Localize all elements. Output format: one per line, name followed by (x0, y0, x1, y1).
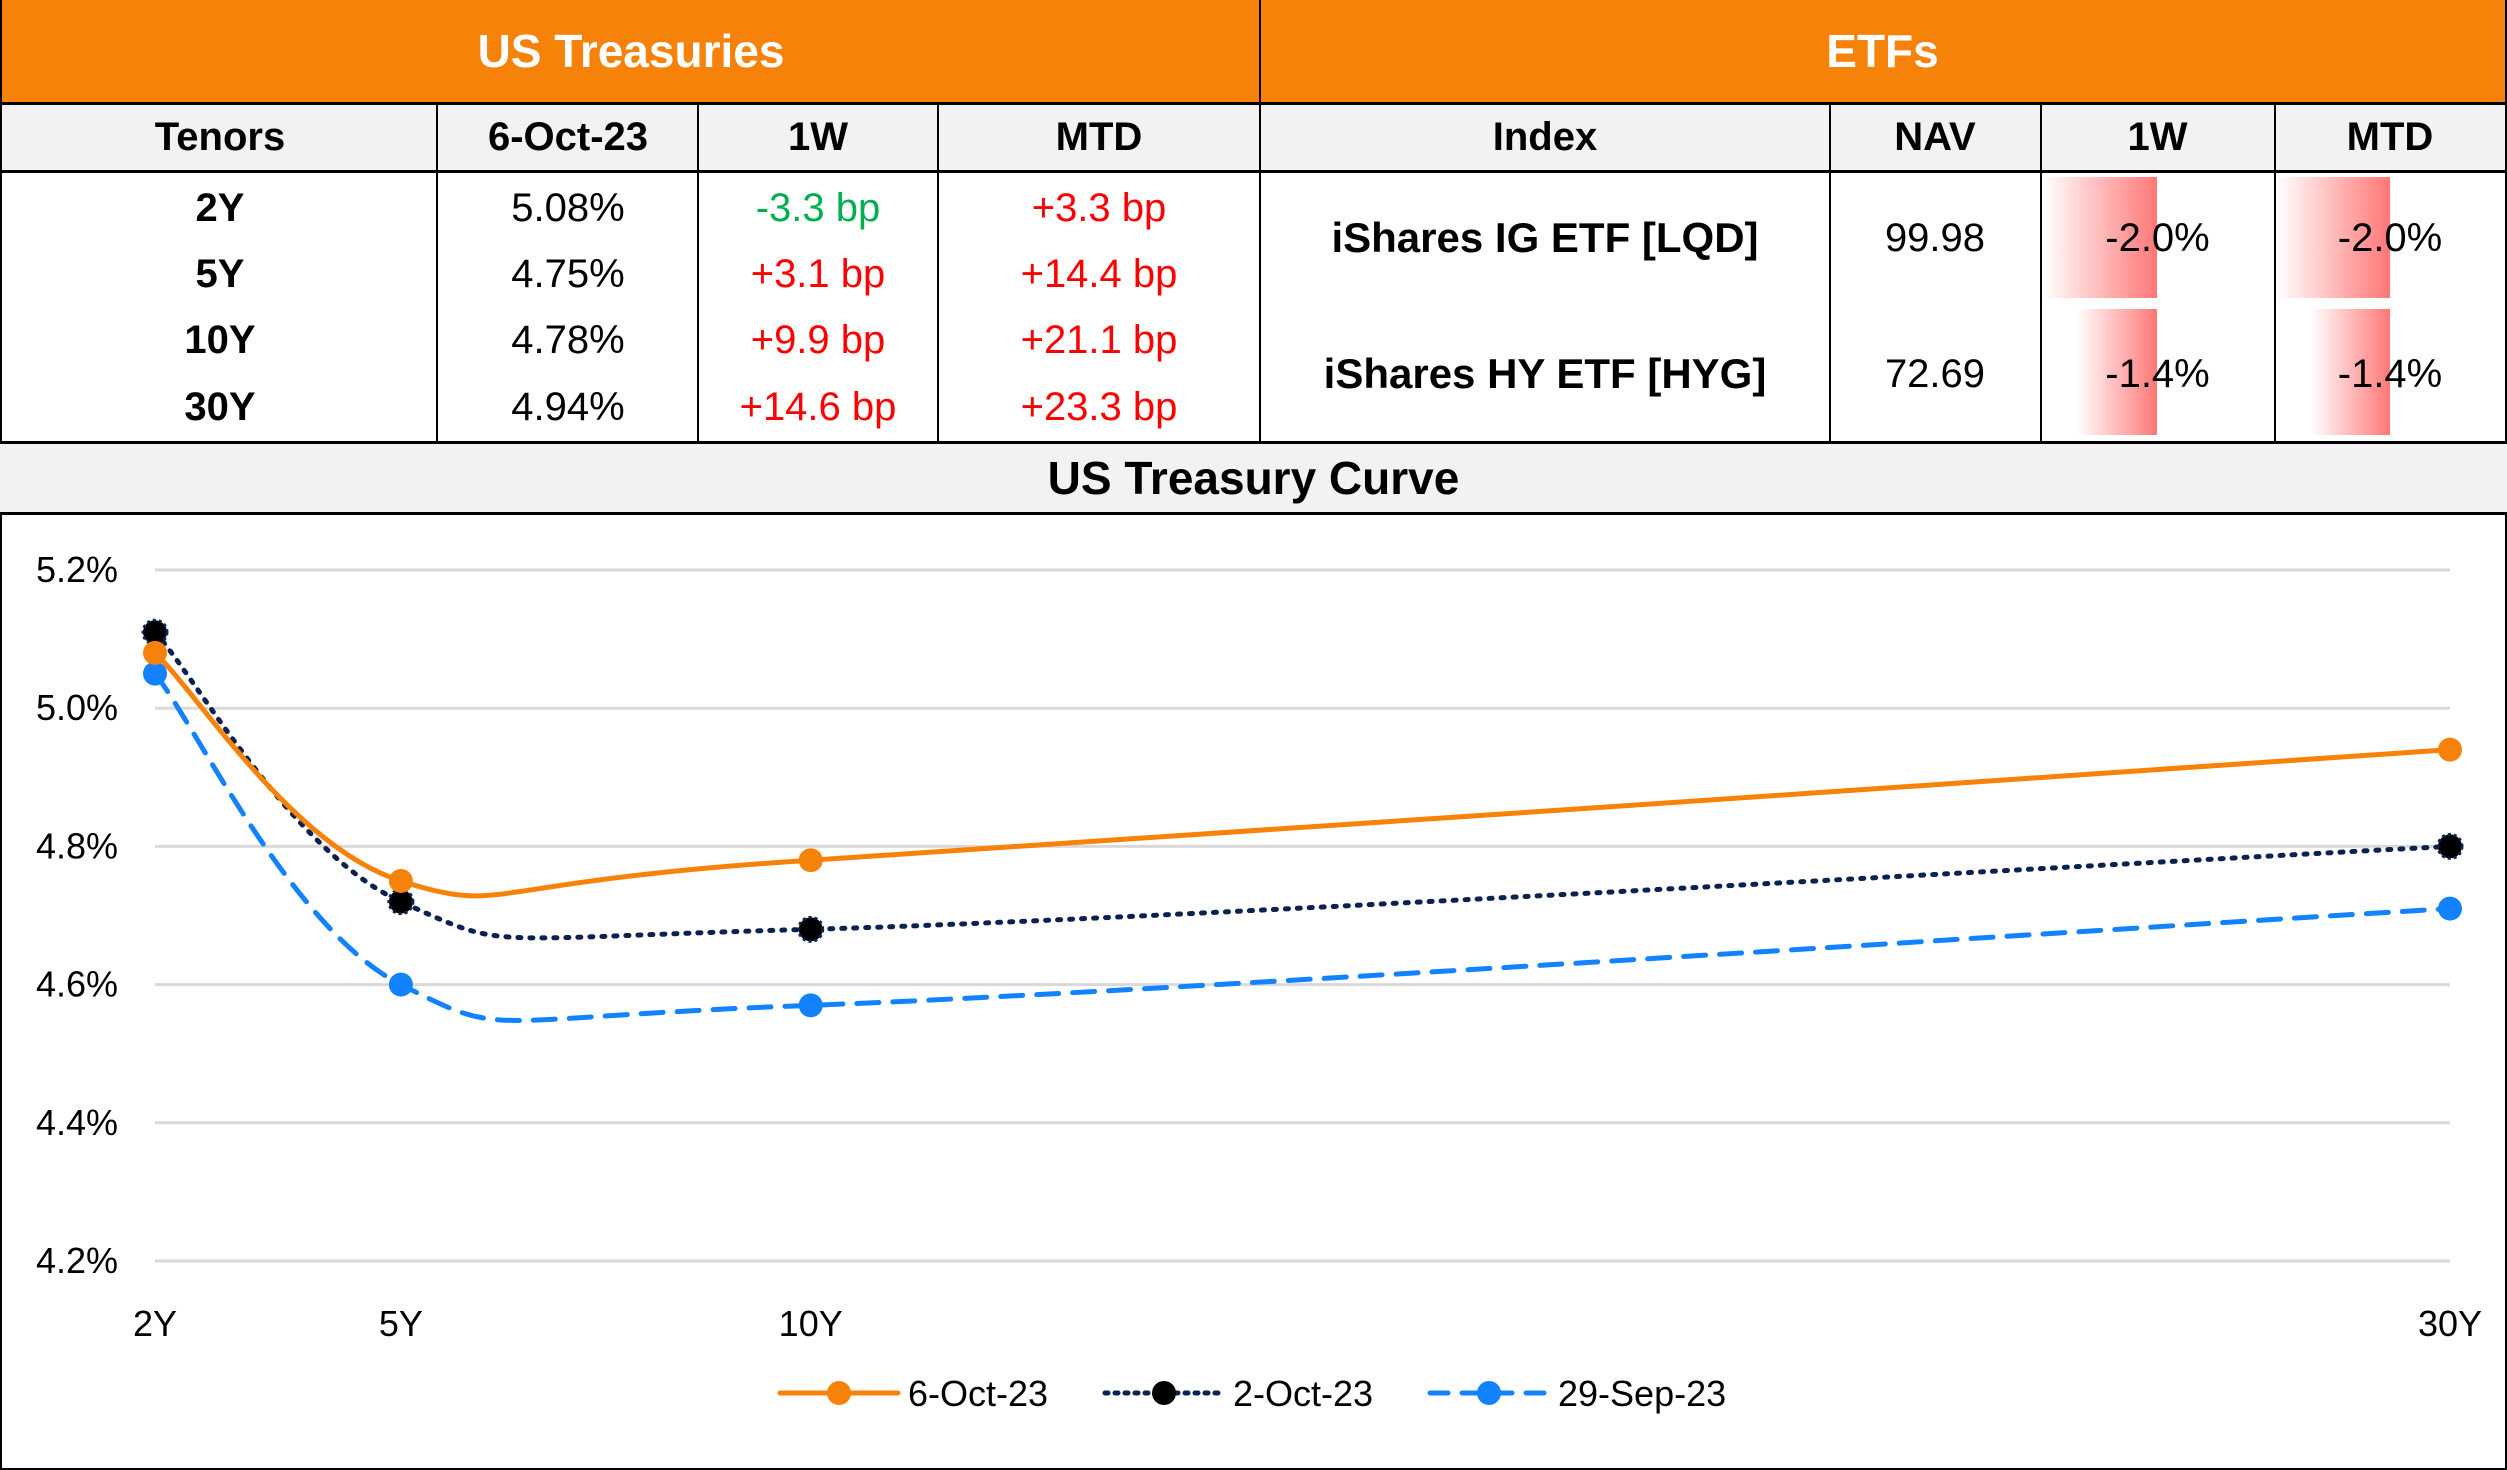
legend-label: 2-Oct-23 (1233, 1373, 1373, 1414)
treasuries-title: US Treasuries (2, 0, 1260, 105)
data-point (2436, 832, 2464, 860)
etf-change-mtd: -2.0% (2337, 215, 2443, 260)
x-tick-label: 5Y (379, 1303, 423, 1344)
y-tick-label: 4.2% (36, 1240, 118, 1281)
y-axis-ticks: 5.2% 5.0% 4.8% 4.6% 4.4% 4.2% (36, 549, 118, 1281)
data-point (141, 618, 169, 646)
chart-title: US Treasury Curve (0, 441, 2507, 515)
change-1w: +14.6 bp (739, 384, 897, 429)
etf-name: iShares HY ETF [HYG] (1323, 350, 1767, 397)
tenor-label: 2Y (195, 185, 245, 230)
databar-hy-1w (2077, 309, 2157, 435)
data-point (388, 868, 413, 893)
legend-marker (827, 1381, 851, 1405)
tenor-label: 5Y (195, 251, 245, 296)
y-tick-label: 4.8% (36, 825, 118, 866)
legend-marker (1152, 1381, 1176, 1405)
series-line (152, 629, 2453, 941)
gridlines (155, 568, 2450, 1263)
legend-label: 29-Sep-23 (1558, 1373, 1726, 1414)
divider (697, 105, 699, 441)
etf-change-1w: -2.0% (2105, 215, 2210, 260)
header-1w: 1W (698, 105, 938, 173)
yield-value: 5.08% (511, 185, 625, 230)
change-mtd: +3.3 bp (1031, 185, 1167, 230)
divider (2040, 105, 2042, 441)
legend-item: 6-Oct-23 (777, 1373, 1048, 1414)
header-date: 6-Oct-23 (438, 105, 698, 173)
divider (1829, 105, 1831, 441)
header-etf-mtd: MTD (2275, 105, 2505, 173)
legend-item: 2-Oct-23 (1102, 1373, 1373, 1414)
divider (2274, 105, 2276, 441)
tenor-label: 10Y (184, 317, 256, 362)
divider (436, 105, 438, 441)
y-tick-label: 4.6% (36, 964, 118, 1005)
databar-ig-1w (2043, 177, 2157, 298)
etfs-title: ETFs (1260, 0, 2505, 105)
databar-hy-mtd (2310, 309, 2390, 435)
x-tick-label: 30Y (2418, 1303, 2482, 1344)
y-tick-label: 5.2% (36, 549, 118, 590)
data-point (798, 993, 823, 1018)
data-point (388, 972, 413, 997)
tenor-label: 30Y (184, 384, 256, 429)
change-1w: +3.1 bp (750, 251, 886, 296)
y-tick-label: 4.4% (36, 1102, 118, 1143)
x-axis-ticks: 2Y 5Y 10Y 30Y (133, 1303, 2482, 1344)
header-nav: NAV (1830, 105, 2040, 173)
data-point (2438, 896, 2462, 921)
databar-ig-mtd (2277, 177, 2390, 298)
divider (1259, 0, 1261, 441)
y-tick-label: 5.0% (36, 687, 118, 728)
header-etf-1w: 1W (2040, 105, 2275, 173)
etf-name: iShares IG ETF [LQD] (1331, 214, 1759, 261)
x-tick-label: 10Y (779, 1303, 843, 1344)
series-line (152, 671, 2453, 1023)
change-1w: +9.9 bp (750, 317, 886, 362)
header-index: Index (1260, 105, 1830, 173)
etf-change-1w: -1.4% (2105, 351, 2210, 396)
yield-value: 4.75% (511, 251, 625, 296)
yield-value: 4.78% (511, 317, 625, 362)
header-tenors: Tenors (2, 105, 438, 173)
legend: 6-Oct-23 2-Oct-23 29-Sep-23 (777, 1373, 1726, 1414)
etf-nav: 99.98 (1884, 215, 1986, 260)
data-point (143, 640, 167, 665)
series-2-Oct-23 (141, 618, 2464, 943)
series-6-Oct-23 (143, 640, 2462, 899)
legend-item: 29-Sep-23 (1427, 1373, 1726, 1414)
data-point (798, 848, 823, 873)
legend-marker (1477, 1381, 1501, 1405)
yield-value: 4.94% (511, 384, 625, 429)
x-tick-label: 2Y (133, 1303, 177, 1344)
data-point (797, 915, 825, 943)
etf-change-mtd: -1.4% (2337, 351, 2443, 396)
data-point (387, 888, 415, 916)
change-1w: -3.3 bp (755, 185, 881, 230)
series-lines (141, 618, 2464, 1023)
series-29-Sep-23 (143, 661, 2462, 1023)
series-line (152, 650, 2453, 899)
change-mtd: +23.3 bp (1020, 384, 1178, 429)
header-mtd: MTD (938, 105, 1260, 173)
data-point (143, 661, 167, 686)
change-mtd: +21.1 bp (1020, 317, 1178, 362)
etf-nav: 72.69 (1884, 351, 1986, 396)
change-mtd: +14.4 bp (1020, 251, 1178, 296)
legend-label: 6-Oct-23 (908, 1373, 1048, 1414)
data-point (2438, 737, 2462, 762)
divider (937, 105, 939, 441)
